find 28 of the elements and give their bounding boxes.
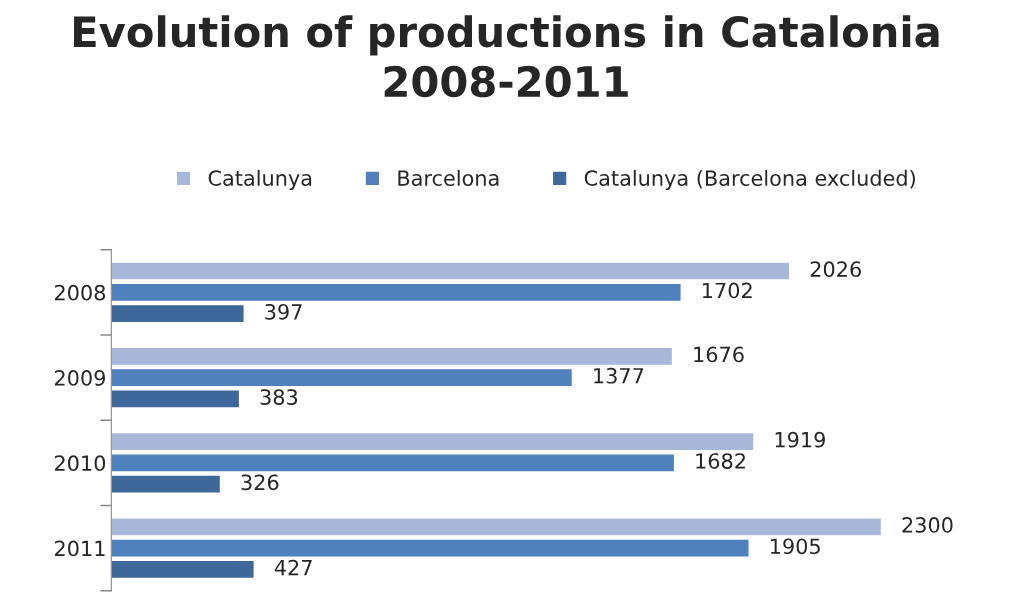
data-label: 326 (241, 474, 279, 491)
bar (111, 303, 245, 324)
data-label: 1377 (594, 367, 644, 384)
data-label: 1676 (694, 346, 744, 363)
bar (111, 431, 755, 452)
bar (111, 282, 682, 303)
y-tick-label: 2009 (54, 370, 105, 386)
bar (111, 346, 674, 367)
data-label: 1905 (770, 538, 820, 555)
data-label: 1682 (696, 453, 745, 469)
legend-label: Catalunya (Barcelona excluded) (584, 169, 915, 191)
bar (111, 261, 791, 281)
legend-label: Catalunya (208, 169, 312, 191)
bar (111, 559, 256, 580)
data-label: 1702 (703, 282, 752, 299)
legend-label: Barcelona (398, 169, 499, 186)
data-label: 2300 (902, 517, 953, 533)
chart-title: Evolution of productions in Catalonia 2008-2011 (74, 15, 939, 98)
data-label: 427 (274, 559, 312, 576)
data-label: 1919 (775, 431, 825, 448)
data-label: 383 (260, 389, 298, 405)
bar (111, 389, 241, 409)
y-tick-label: 2011 (54, 540, 105, 557)
data-label: 397 (265, 303, 302, 320)
data-label: 2026 (810, 261, 861, 278)
y-tick-label: 2010 (54, 455, 106, 472)
y-tick-label: 2008 (54, 284, 106, 301)
bar (111, 367, 574, 388)
